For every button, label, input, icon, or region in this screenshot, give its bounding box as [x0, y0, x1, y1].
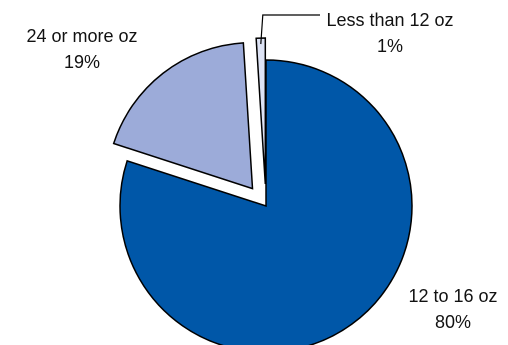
slices-group [112, 37, 413, 345]
slice-label-12-to-16-oz: 12 to 16 oz [408, 286, 497, 306]
slice-less-than-12-oz [255, 37, 267, 185]
slice-label-less-than-12-oz: Less than 12 oz [326, 10, 453, 30]
slice-value-less-than-12-oz: 1% [377, 36, 403, 56]
slice-labels: 12 to 16 oz 80% 24 or more oz 19% Less t… [26, 10, 497, 332]
slice-value-12-to-16-oz: 80% [435, 312, 471, 332]
slice-24-or-more-oz [112, 42, 254, 190]
slice-label-24-or-more-oz: 24 or more oz [26, 26, 137, 46]
leader-line-less-than-12-oz [260, 14, 320, 45]
slice-12-to-16-oz [119, 59, 413, 345]
slice-value-24-or-more-oz: 19% [64, 52, 100, 72]
